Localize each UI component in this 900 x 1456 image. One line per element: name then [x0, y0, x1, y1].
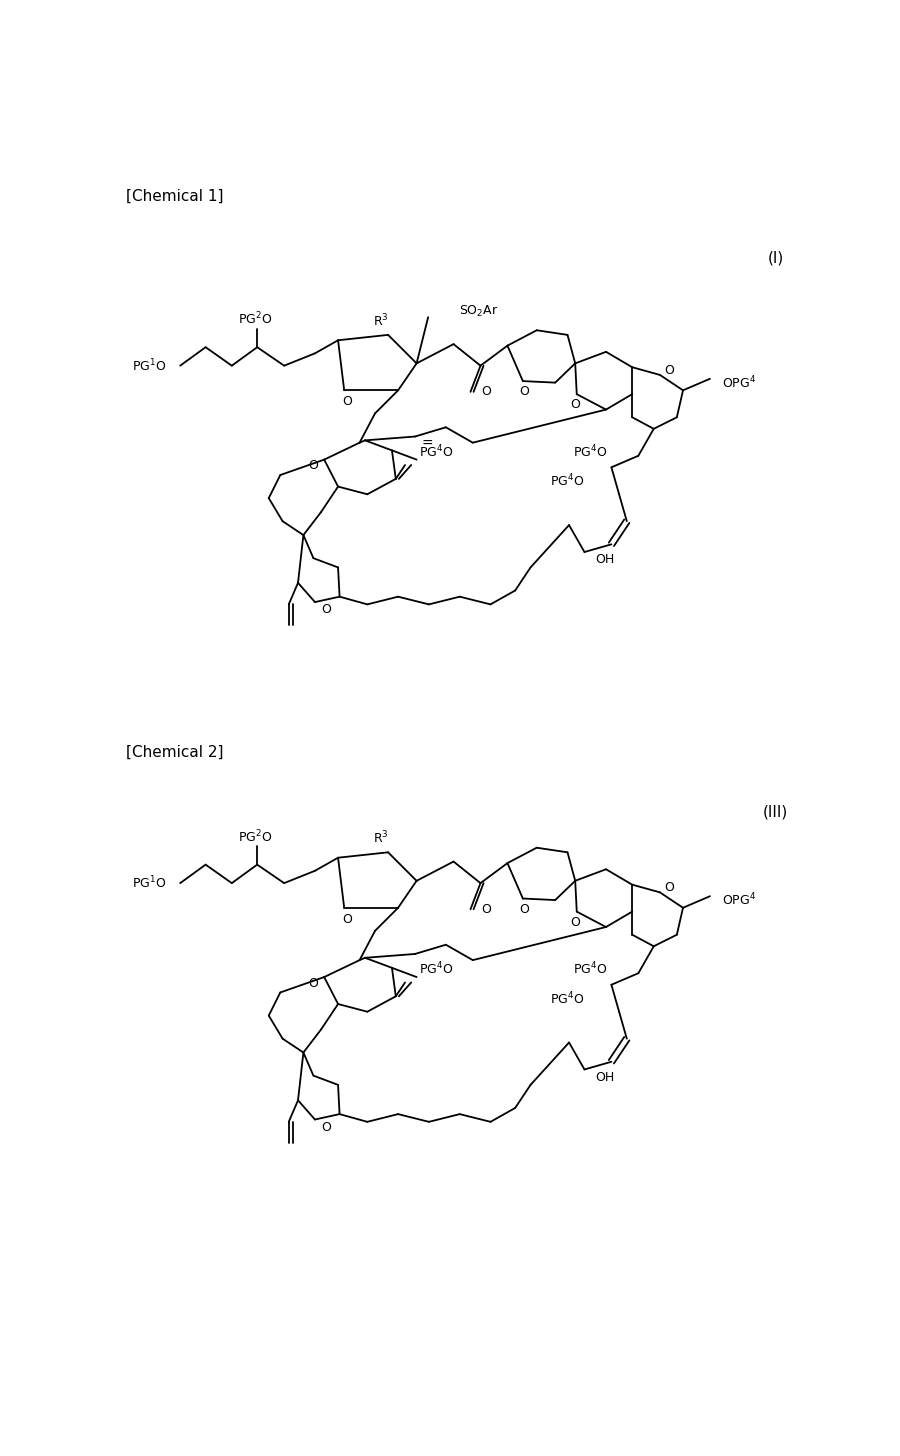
Text: R$^3$: R$^3$	[373, 830, 388, 847]
Text: O: O	[342, 913, 352, 926]
Text: O: O	[308, 977, 318, 990]
Text: PG$^4$O: PG$^4$O	[550, 473, 584, 489]
Text: O: O	[482, 386, 491, 399]
Text: OH: OH	[595, 553, 615, 566]
Text: R$^3$: R$^3$	[373, 313, 388, 329]
Text: PG$^4$O: PG$^4$O	[573, 444, 608, 460]
Text: OH: OH	[595, 1070, 615, 1083]
Text: PG$^4$O: PG$^4$O	[573, 961, 608, 977]
Text: (I): (I)	[768, 250, 784, 265]
Text: PG$^4$O: PG$^4$O	[418, 444, 454, 460]
Text: SO$_2$Ar: SO$_2$Ar	[459, 303, 499, 319]
Text: O: O	[571, 916, 580, 929]
Text: OPG$^4$: OPG$^4$	[722, 374, 756, 390]
Text: O: O	[519, 903, 529, 916]
Text: OPG$^4$: OPG$^4$	[722, 891, 756, 909]
Text: (III): (III)	[763, 805, 788, 820]
Text: PG$^1$O: PG$^1$O	[132, 357, 166, 374]
Text: O: O	[519, 386, 529, 399]
Text: =: =	[421, 437, 433, 451]
Text: O: O	[342, 396, 352, 408]
Text: [Chemical 2]: [Chemical 2]	[126, 744, 224, 760]
Text: O: O	[482, 903, 491, 916]
Text: PG$^1$O: PG$^1$O	[132, 875, 166, 891]
Text: [Chemical 1]: [Chemical 1]	[126, 189, 224, 204]
Text: O: O	[571, 399, 580, 412]
Text: O: O	[321, 603, 331, 616]
Text: O: O	[664, 364, 674, 377]
Text: PG$^4$O: PG$^4$O	[550, 990, 584, 1008]
Text: PG$^2$O: PG$^2$O	[238, 312, 273, 328]
Text: PG$^4$O: PG$^4$O	[418, 961, 454, 977]
Text: PG$^2$O: PG$^2$O	[238, 828, 273, 846]
Text: O: O	[308, 459, 318, 472]
Text: O: O	[321, 1121, 331, 1134]
Text: O: O	[664, 881, 674, 894]
